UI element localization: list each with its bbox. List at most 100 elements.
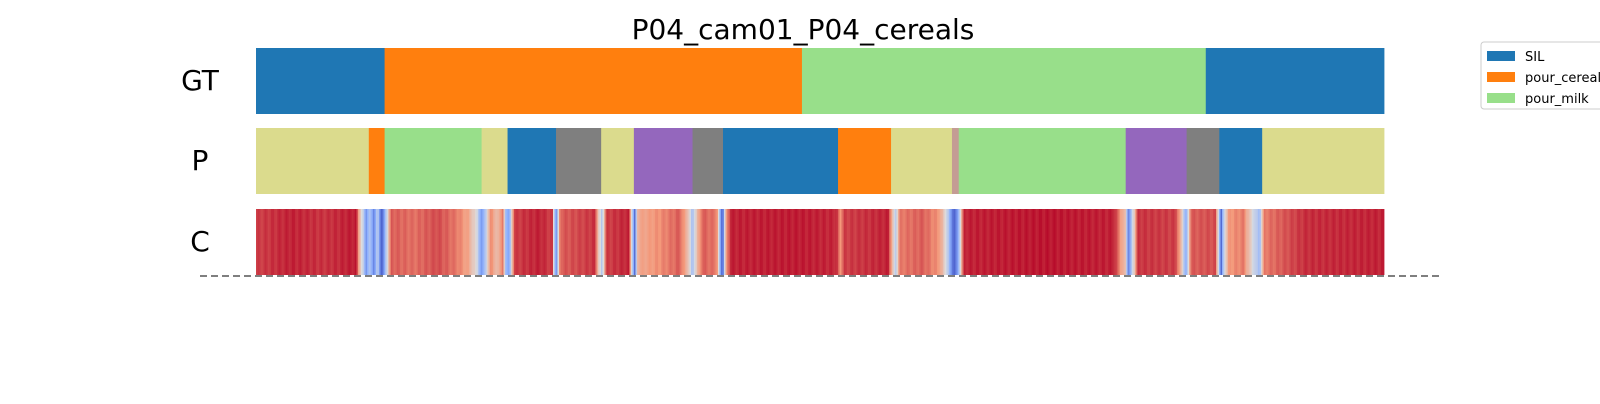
- confidence-cell: [1297, 209, 1299, 275]
- confidence-cell: [299, 209, 302, 275]
- confidence-cell: [280, 209, 282, 275]
- confidence-cell: [389, 209, 392, 275]
- confidence-cell: [830, 209, 833, 275]
- confidence-cell: [1352, 209, 1355, 275]
- confidence-cell: [353, 209, 356, 275]
- confidence-cell: [1055, 209, 1058, 275]
- confidence-cell: [661, 209, 663, 275]
- segment-SIL: [1219, 128, 1263, 194]
- confidence-cell: [374, 209, 377, 275]
- confidence-cell: [419, 209, 422, 275]
- confidence-cell: [1147, 209, 1149, 275]
- confidence-cell: [1007, 209, 1010, 275]
- confidence-cell: [697, 209, 699, 275]
- confidence-cell: [1111, 209, 1113, 275]
- confidence-cell: [1189, 209, 1191, 275]
- confidence-cell: [614, 209, 617, 275]
- confidence-cell: [824, 209, 827, 275]
- confidence-cell: [470, 209, 473, 275]
- confidence-cell: [590, 209, 593, 275]
- confidence-cell: [1045, 209, 1047, 275]
- confidence-cell: [1301, 209, 1304, 275]
- confidence-cell: [743, 209, 746, 275]
- confidence-cell: [893, 209, 896, 275]
- confidence-cell: [829, 209, 831, 275]
- confidence-cell: [1142, 209, 1145, 275]
- confidence-cell: [440, 209, 443, 275]
- confidence-cell: [1184, 209, 1187, 275]
- confidence-cell: [293, 209, 296, 275]
- confidence-cell: [394, 209, 396, 275]
- confidence-cell: [334, 209, 336, 275]
- confidence-cell: [515, 209, 518, 275]
- confidence-cell: [878, 209, 881, 275]
- confidence-cell: [383, 209, 386, 275]
- confidence-cell: [1156, 209, 1158, 275]
- confidence-cell: [539, 209, 542, 275]
- confidence-cell: [392, 209, 395, 275]
- confidence-cell: [265, 209, 267, 275]
- confidence-cell: [1048, 209, 1050, 275]
- confidence-cell: [1217, 209, 1220, 275]
- confidence-cell: [503, 209, 506, 275]
- confidence-cell: [319, 209, 321, 275]
- confidence-cell: [1373, 209, 1376, 275]
- confidence-cell: [814, 209, 816, 275]
- confidence-cell: [272, 209, 275, 275]
- confidence-cell: [1334, 209, 1337, 275]
- confidence-cell: [1037, 209, 1040, 275]
- confidence-cell: [1082, 209, 1085, 275]
- confidence-cell: [787, 209, 789, 275]
- confidence-cell: [557, 209, 560, 275]
- confidence-cell: [1183, 209, 1185, 275]
- confidence-cell: [347, 209, 350, 275]
- confidence-cell: [577, 209, 579, 275]
- confidence-cell: [1360, 209, 1362, 275]
- confidence-cell: [1246, 209, 1248, 275]
- confidence-cell: [448, 209, 450, 275]
- confidence-cell: [695, 209, 698, 275]
- confidence-cell: [764, 209, 767, 275]
- confidence-cell: [1207, 209, 1209, 275]
- confidence-cell: [346, 209, 348, 275]
- confidence-cell: [877, 209, 879, 275]
- confidence-cell: [1067, 209, 1070, 275]
- confidence-cell: [793, 209, 795, 275]
- confidence-cell: [571, 209, 573, 275]
- confidence-cell: [613, 209, 615, 275]
- confidence-cell: [1354, 209, 1356, 275]
- confidence-cell: [962, 209, 965, 275]
- confidence-cell: [1268, 209, 1271, 275]
- confidence-cell: [445, 209, 447, 275]
- confidence-cell: [520, 209, 522, 275]
- confidence-cell: [1181, 209, 1184, 275]
- confidence-cell: [841, 209, 843, 275]
- confidence-cell: [1150, 209, 1152, 275]
- confidence-cell: [950, 209, 953, 275]
- confidence-cell: [511, 209, 513, 275]
- confidence-cell: [464, 209, 467, 275]
- confidence-cell: [632, 209, 635, 275]
- confidence-cell: [407, 209, 410, 275]
- confidence-cell: [1289, 209, 1292, 275]
- confidence-cell: [494, 209, 497, 275]
- confidence-cell: [281, 209, 284, 275]
- confidence-cell: [1148, 209, 1151, 275]
- confidence-cell: [481, 209, 483, 275]
- confidence-cell: [1090, 209, 1092, 275]
- confidence-cell: [1099, 209, 1101, 275]
- confidence-cell: [652, 209, 654, 275]
- confidence-cell: [325, 209, 327, 275]
- row-label-c: C: [190, 225, 210, 258]
- confidence-cell: [500, 209, 503, 275]
- confidence-cell: [262, 209, 264, 275]
- confidence-cell: [1376, 209, 1379, 275]
- confidence-cell: [479, 209, 482, 275]
- confidence-cell: [1091, 209, 1094, 275]
- confidence-cell: [913, 209, 915, 275]
- confidence-cell: [314, 209, 317, 275]
- confidence-cell: [887, 209, 890, 275]
- confidence-cell: [610, 209, 612, 275]
- confidence-cell: [328, 209, 330, 275]
